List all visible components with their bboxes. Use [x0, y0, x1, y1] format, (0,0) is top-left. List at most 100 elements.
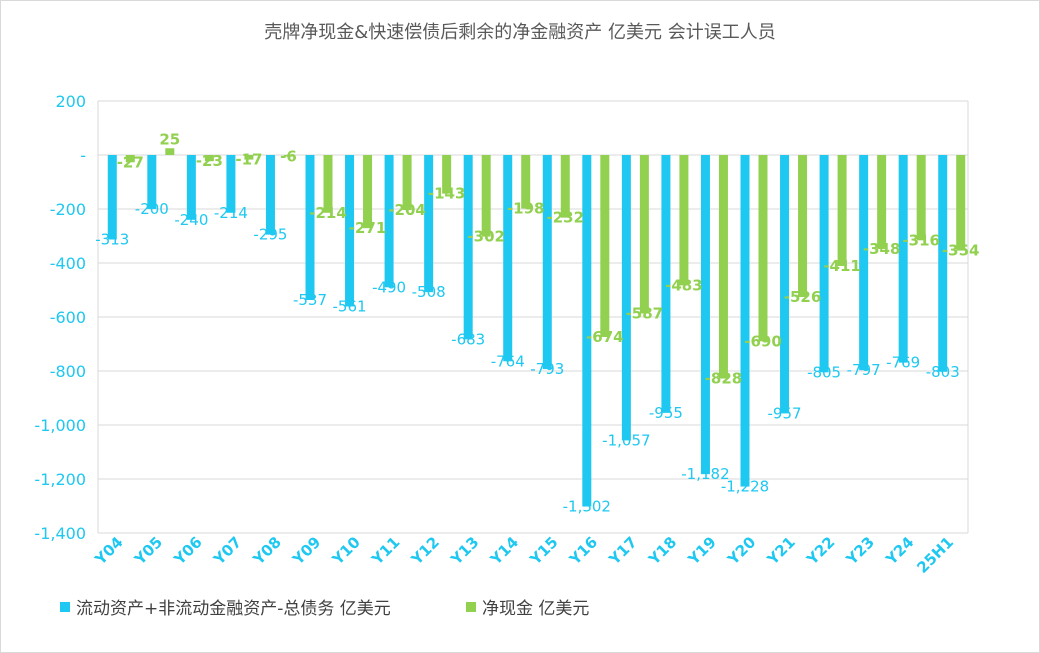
legend-swatch-assets: [60, 601, 70, 612]
data-label-assets-Y06: -240: [174, 211, 208, 229]
x-tick-label: Y09: [288, 533, 324, 569]
data-label-assets-Y14: -764: [491, 352, 525, 370]
bar-net-cash-Y11: [402, 155, 412, 211]
bar-assets-Y19: [700, 155, 710, 475]
x-tick-label: Y10: [328, 533, 364, 569]
chart-title: 壳牌净现金&快速偿债后剩余的净金融资产 亿美元 会计误工人员: [264, 22, 776, 43]
data-label-net-cash-Y06: -23: [196, 152, 223, 170]
x-axis-ticks: Y04 Y05 Y06 Y07 Y08 Y09 Y10 Y11 Y12 Y13 Y14 Y15 Y16 Y…: [91, 533, 957, 577]
data-labels: -313 -27 -200 25 -240 -23 -214 -17 -295 -6 -537 -21…: [95, 130, 979, 515]
data-label-net-cash-Y20: -690: [744, 332, 782, 350]
data-label-assets-Y22: -805: [807, 363, 841, 381]
bar-assets-Y14: [503, 155, 513, 362]
data-label-assets-Y13: -683: [451, 330, 485, 348]
y-tick-label: -: [80, 146, 86, 165]
data-label-net-cash-Y19: -828: [705, 370, 743, 388]
x-tick-label: 25H1: [913, 533, 957, 577]
bar-net-cash-Y15: [560, 155, 570, 218]
bar-net-cash-Y16: [600, 155, 610, 337]
bars: [107, 148, 966, 507]
x-tick-label: Y07: [209, 533, 245, 569]
x-tick-label: Y08: [249, 533, 285, 569]
data-label-assets-Y08: -295: [253, 226, 287, 244]
legend-label-assets: 流动资产+非流动金融资产-总债务 亿美元: [76, 599, 391, 619]
bar-net-cash-Y13: [481, 155, 491, 237]
data-label-assets-Y11: -490: [372, 278, 406, 296]
x-tick-label: Y18: [644, 533, 680, 569]
bar-assets-Y16: [582, 155, 592, 507]
bar-net-cash-Y24: [916, 155, 926, 241]
bar-net-cash-Y09: [323, 155, 333, 213]
y-tick-label: -200: [50, 200, 86, 219]
data-label-net-cash-25H1: -354: [942, 242, 980, 260]
x-tick-label: Y19: [684, 533, 720, 569]
data-label-net-cash-Y14: -198: [507, 199, 545, 217]
data-label-net-cash-Y22: -411: [823, 257, 861, 275]
data-label-assets-Y07: -214: [214, 204, 248, 222]
x-tick-label: Y17: [605, 533, 641, 569]
bar-net-cash-25H1: [956, 155, 966, 251]
data-label-assets-25H1: -803: [926, 363, 960, 381]
data-label-assets-Y09: -537: [293, 291, 327, 309]
data-label-assets-Y15: -793: [530, 360, 564, 378]
bar-assets-Y13: [463, 155, 473, 340]
bar-assets-Y24: [898, 155, 908, 363]
bar-assets-Y23: [859, 155, 869, 371]
data-label-assets-Y24: -769: [886, 354, 920, 372]
bar-assets-Y17: [621, 155, 631, 441]
x-tick-label: Y12: [407, 533, 443, 569]
data-label-net-cash-Y08: -6: [280, 148, 297, 166]
bar-assets-Y10: [345, 155, 355, 307]
bar-net-cash-Y05: [165, 148, 175, 155]
bar-net-cash-Y06: [204, 155, 214, 162]
x-tick-label: Y24: [882, 533, 918, 569]
x-tick-label: Y11: [368, 533, 404, 569]
data-label-net-cash-Y16: -674: [586, 328, 624, 346]
bar-assets-Y08: [265, 155, 275, 235]
bar-assets-Y05: [147, 155, 157, 209]
data-label-assets-Y17: -1,057: [602, 431, 650, 449]
data-label-net-cash-Y18: -483: [665, 276, 703, 294]
data-label-net-cash-Y09: -214: [309, 204, 347, 222]
bar-net-cash-Y23: [877, 155, 887, 249]
bar-net-cash-Y20: [758, 155, 768, 342]
bar-net-cash-Y21: [798, 155, 808, 298]
x-tick-label: Y22: [803, 533, 839, 569]
x-tick-label: Y23: [842, 533, 878, 569]
bar-assets-Y11: [384, 155, 394, 288]
y-tick-label: 200: [55, 92, 86, 111]
bar-net-cash-Y17: [639, 155, 649, 314]
data-label-net-cash-Y05: 25: [159, 130, 180, 148]
data-label-net-cash-Y11: -204: [388, 201, 426, 219]
x-tick-label: Y21: [763, 533, 799, 569]
bar-assets-Y18: [661, 155, 671, 413]
x-tick-label: Y05: [130, 533, 166, 569]
bar-assets-Y21: [780, 155, 790, 414]
y-tick-label: -600: [50, 308, 86, 327]
y-tick-label: -1,200: [34, 470, 86, 489]
data-label-assets-Y23: -797: [847, 361, 881, 379]
data-label-net-cash-Y07: -17: [235, 151, 262, 169]
data-label-assets-Y18: -955: [649, 404, 683, 422]
bar-assets-Y22: [819, 155, 829, 373]
data-label-net-cash-Y23: -348: [863, 240, 901, 258]
data-label-assets-Y05: -200: [135, 200, 169, 218]
data-label-net-cash-Y12: -143: [428, 185, 466, 203]
data-label-net-cash-Y21: -526: [784, 288, 822, 306]
x-tick-label: Y04: [91, 533, 127, 569]
bar-net-cash-Y18: [679, 155, 689, 286]
data-label-assets-Y12: -508: [412, 283, 446, 301]
bar-assets-25H1: [938, 155, 948, 372]
x-tick-label: Y06: [170, 533, 206, 569]
data-label-net-cash-Y17: -587: [626, 304, 664, 322]
y-tick-label: -800: [50, 362, 86, 381]
bar-net-cash-Y10: [363, 155, 373, 229]
bar-net-cash-Y04: [125, 155, 135, 163]
data-label-assets-Y20: -1,228: [721, 478, 769, 496]
bar-assets-Y07: [226, 155, 236, 213]
bar-assets-Y15: [542, 155, 552, 370]
data-label-assets-Y19: -1,182: [681, 465, 729, 483]
bar-net-cash-Y12: [442, 155, 452, 194]
y-axis-ticks: 200 - -200 -400 -600 -800 -1,000 -1,200 -1,400: [34, 92, 86, 543]
